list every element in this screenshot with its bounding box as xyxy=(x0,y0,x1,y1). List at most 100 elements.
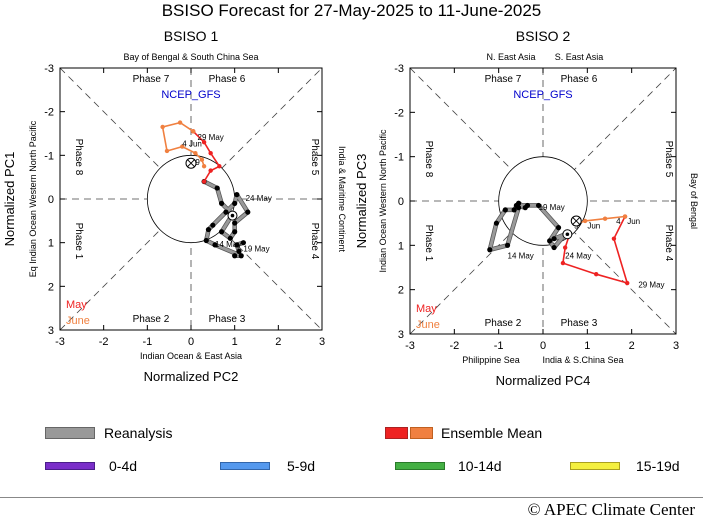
legend-lead-15-19-label: 15-19d xyxy=(636,458,680,474)
bsiso1-ensemble-june-point xyxy=(160,124,165,130)
bsiso2-reanalysis-point xyxy=(504,242,511,248)
bsiso2-ensemble-date-label: 29 May xyxy=(638,280,664,289)
legend-lead-15-19-swatch xyxy=(570,462,620,470)
bsiso2-month-label-june: June xyxy=(416,319,440,331)
bsiso1-reanalysis-point xyxy=(240,240,246,246)
bsiso2-phase-4-label: Phase 4 xyxy=(663,225,674,262)
bsiso1-ensemble-june-point xyxy=(180,144,185,149)
bsiso2-unit-circle xyxy=(498,156,588,246)
bsiso1-start-marker-dot xyxy=(230,213,235,218)
bsiso1-reanalysis-point xyxy=(234,192,240,198)
bsiso1-reanalysis-date-label: 14 May xyxy=(215,240,241,249)
bsiso2-reanalysis-point xyxy=(551,244,557,251)
bsiso1-y-tick-label: -2 xyxy=(44,107,54,119)
bsiso2-diagonal-line xyxy=(409,67,677,335)
bsiso2-x-axis-label: Normalized PC4 xyxy=(496,373,591,388)
legend-row-2: 0-4d 5-9d 10-14d 15-19d xyxy=(0,458,703,480)
legend-lead-0-4-label: 0-4d xyxy=(109,458,138,474)
bsiso1-end-marker-cross xyxy=(187,159,195,168)
bsiso1-ensemble-may-point xyxy=(201,179,207,184)
bsiso1-ensemble-june-point xyxy=(177,120,183,125)
bsiso2-region-top-left: N. East Asia xyxy=(486,52,535,62)
bsiso2-ensemble-june-line xyxy=(578,215,626,224)
bsiso1-ensemble-may-point xyxy=(201,140,207,145)
bsiso1-x-tick-label: -1 xyxy=(142,336,152,348)
bsiso2-reanalysis-point xyxy=(547,238,553,244)
bsiso1-ensemble-date-label: 4 Jun xyxy=(182,140,202,149)
bsiso2-ensemble-june-point xyxy=(622,214,628,219)
bsiso2-reanalysis-point xyxy=(511,207,517,213)
bsiso2-region-bottom-left: Philippine Sea xyxy=(462,355,520,365)
bsiso1-reanalysis-point xyxy=(227,235,233,241)
legend-ensemble-june-swatch xyxy=(410,427,433,439)
bsiso2-month-label-may: May xyxy=(416,303,437,315)
bsiso1-region-top: Bay of Bengal & South China Sea xyxy=(123,52,258,62)
bsiso2-y-tick-label: -1 xyxy=(394,152,404,164)
legend-reanalysis-label: Reanalysis xyxy=(104,425,173,441)
bsiso2-y-tick-label: 2 xyxy=(398,285,404,297)
bsiso1-reanalysis-point xyxy=(232,229,238,235)
bsiso1-region-bottom: Indian Ocean & East Asia xyxy=(140,351,242,361)
bsiso1-reanalysis-point xyxy=(232,253,238,259)
bsiso2-ensemble-date-label: Jun xyxy=(627,217,640,226)
bsiso2-reanalysis-point xyxy=(502,207,508,213)
bsiso2-start-marker-dot xyxy=(565,232,570,237)
bsiso2-region-left: Indian Ocean Western North Pacific xyxy=(378,129,388,272)
bsiso1-reanalysis-point xyxy=(234,242,240,248)
legend-row-1: Reanalysis Ensemble Mean xyxy=(0,425,703,447)
bsiso1-region-right: India & Maritime Continent xyxy=(337,146,347,253)
bsiso1-chart: BSISO 1 -3 -3 -2 -2 -1 -1 0 0 1 1 2 2 3 3 Normalized PC… xyxy=(2,28,347,384)
bsiso2-chart: BSISO 2 -3 -3 -2 -2 -1 -1 0 0 1 1 2 2 3 3 Normalized PC… xyxy=(354,28,699,388)
bsiso1-y-tick-label: 1 xyxy=(48,238,54,250)
bsiso1-reanalysis-point xyxy=(218,229,225,235)
bsiso1-panel-title: BSISO 1 xyxy=(164,28,219,44)
bsiso1-reanalysis-point xyxy=(214,185,220,191)
bsiso2-reanalysis-point xyxy=(524,202,531,209)
bsiso2-reanalysis-date-label: 19 May xyxy=(539,203,565,212)
bsiso1-phase-3-label: Phase 3 xyxy=(209,314,246,325)
bsiso2-reanalysis-date-label: 14 May xyxy=(508,252,534,261)
bsiso1-reanalysis-point xyxy=(212,242,218,248)
bsiso2-ensemble-date-label: 4 xyxy=(616,217,621,226)
bsiso1-reanalysis-point xyxy=(223,209,229,215)
bsiso1-reanalysis-point xyxy=(210,222,216,228)
figure-title: BSISO Forecast for 27-May-2025 to 11-Jun… xyxy=(161,1,542,20)
bsiso2-ensemble-may-point xyxy=(625,280,630,286)
bsiso2-x-tick-label: -1 xyxy=(494,340,504,352)
bsiso2-reanalysis-point xyxy=(513,202,519,209)
copyright-text: © APEC Climate Center xyxy=(527,500,695,519)
bsiso1-phase-2-label: Phase 2 xyxy=(133,314,170,325)
bsiso1-reanalysis-point xyxy=(238,253,244,259)
bsiso2-ensemble-date-label: Jun xyxy=(587,221,600,230)
bsiso1-x-tick-label: 1 xyxy=(232,336,238,348)
bsiso2-ensemble-date-label: 24 May xyxy=(565,252,591,261)
bsiso1-region-left: Eq Indian Ocean Western North Pacific xyxy=(28,120,38,277)
footer-divider xyxy=(0,497,703,498)
bsiso2-model-label: NCEP_GFS xyxy=(513,89,572,101)
bsiso2-y-tick-label: 1 xyxy=(398,240,404,252)
bsiso1-x-tick-label: 2 xyxy=(275,336,281,348)
bsiso2-reanalysis-point xyxy=(493,220,500,226)
bsiso1-phase-1-label: Phase 1 xyxy=(73,223,84,260)
bsiso1-x-tick-label: 0 xyxy=(188,336,194,348)
legend-lead-10-14-label: 10-14d xyxy=(458,458,502,474)
bsiso1-reanalysis-date-label: 19 May xyxy=(243,244,269,253)
bsiso1-y-tick-label: 2 xyxy=(48,281,54,293)
bsiso2-reanalysis-point xyxy=(551,236,557,242)
bsiso2-region-right: Bay of Bengal xyxy=(689,173,699,229)
bsiso2-y-tick-label: -3 xyxy=(394,63,404,75)
bsiso2-ensemble-may-point xyxy=(594,271,599,277)
bsiso2-phase-7-label: Phase 7 xyxy=(485,74,522,85)
bsiso2-phase-2-label: Phase 2 xyxy=(485,318,522,329)
bsiso2-x-tick-label: 3 xyxy=(673,340,679,352)
bsiso1-phase-6-label: Phase 6 xyxy=(209,74,246,85)
bsiso1-month-label-may: May xyxy=(66,299,87,311)
legend-lead-0-4-swatch xyxy=(45,462,95,470)
bsiso1-x-axis-label: Normalized PC2 xyxy=(144,369,239,384)
bsiso1-phase-8-label: Phase 8 xyxy=(73,139,84,176)
legend-ensemble-mean-label: Ensemble Mean xyxy=(441,425,543,441)
bsiso2-x-tick-label: -3 xyxy=(405,340,415,352)
bsiso1-ensemble-june-point xyxy=(190,129,196,134)
bsiso2-x-tick-label: 2 xyxy=(629,340,635,352)
bsiso2-x-tick-label: -2 xyxy=(449,340,459,352)
